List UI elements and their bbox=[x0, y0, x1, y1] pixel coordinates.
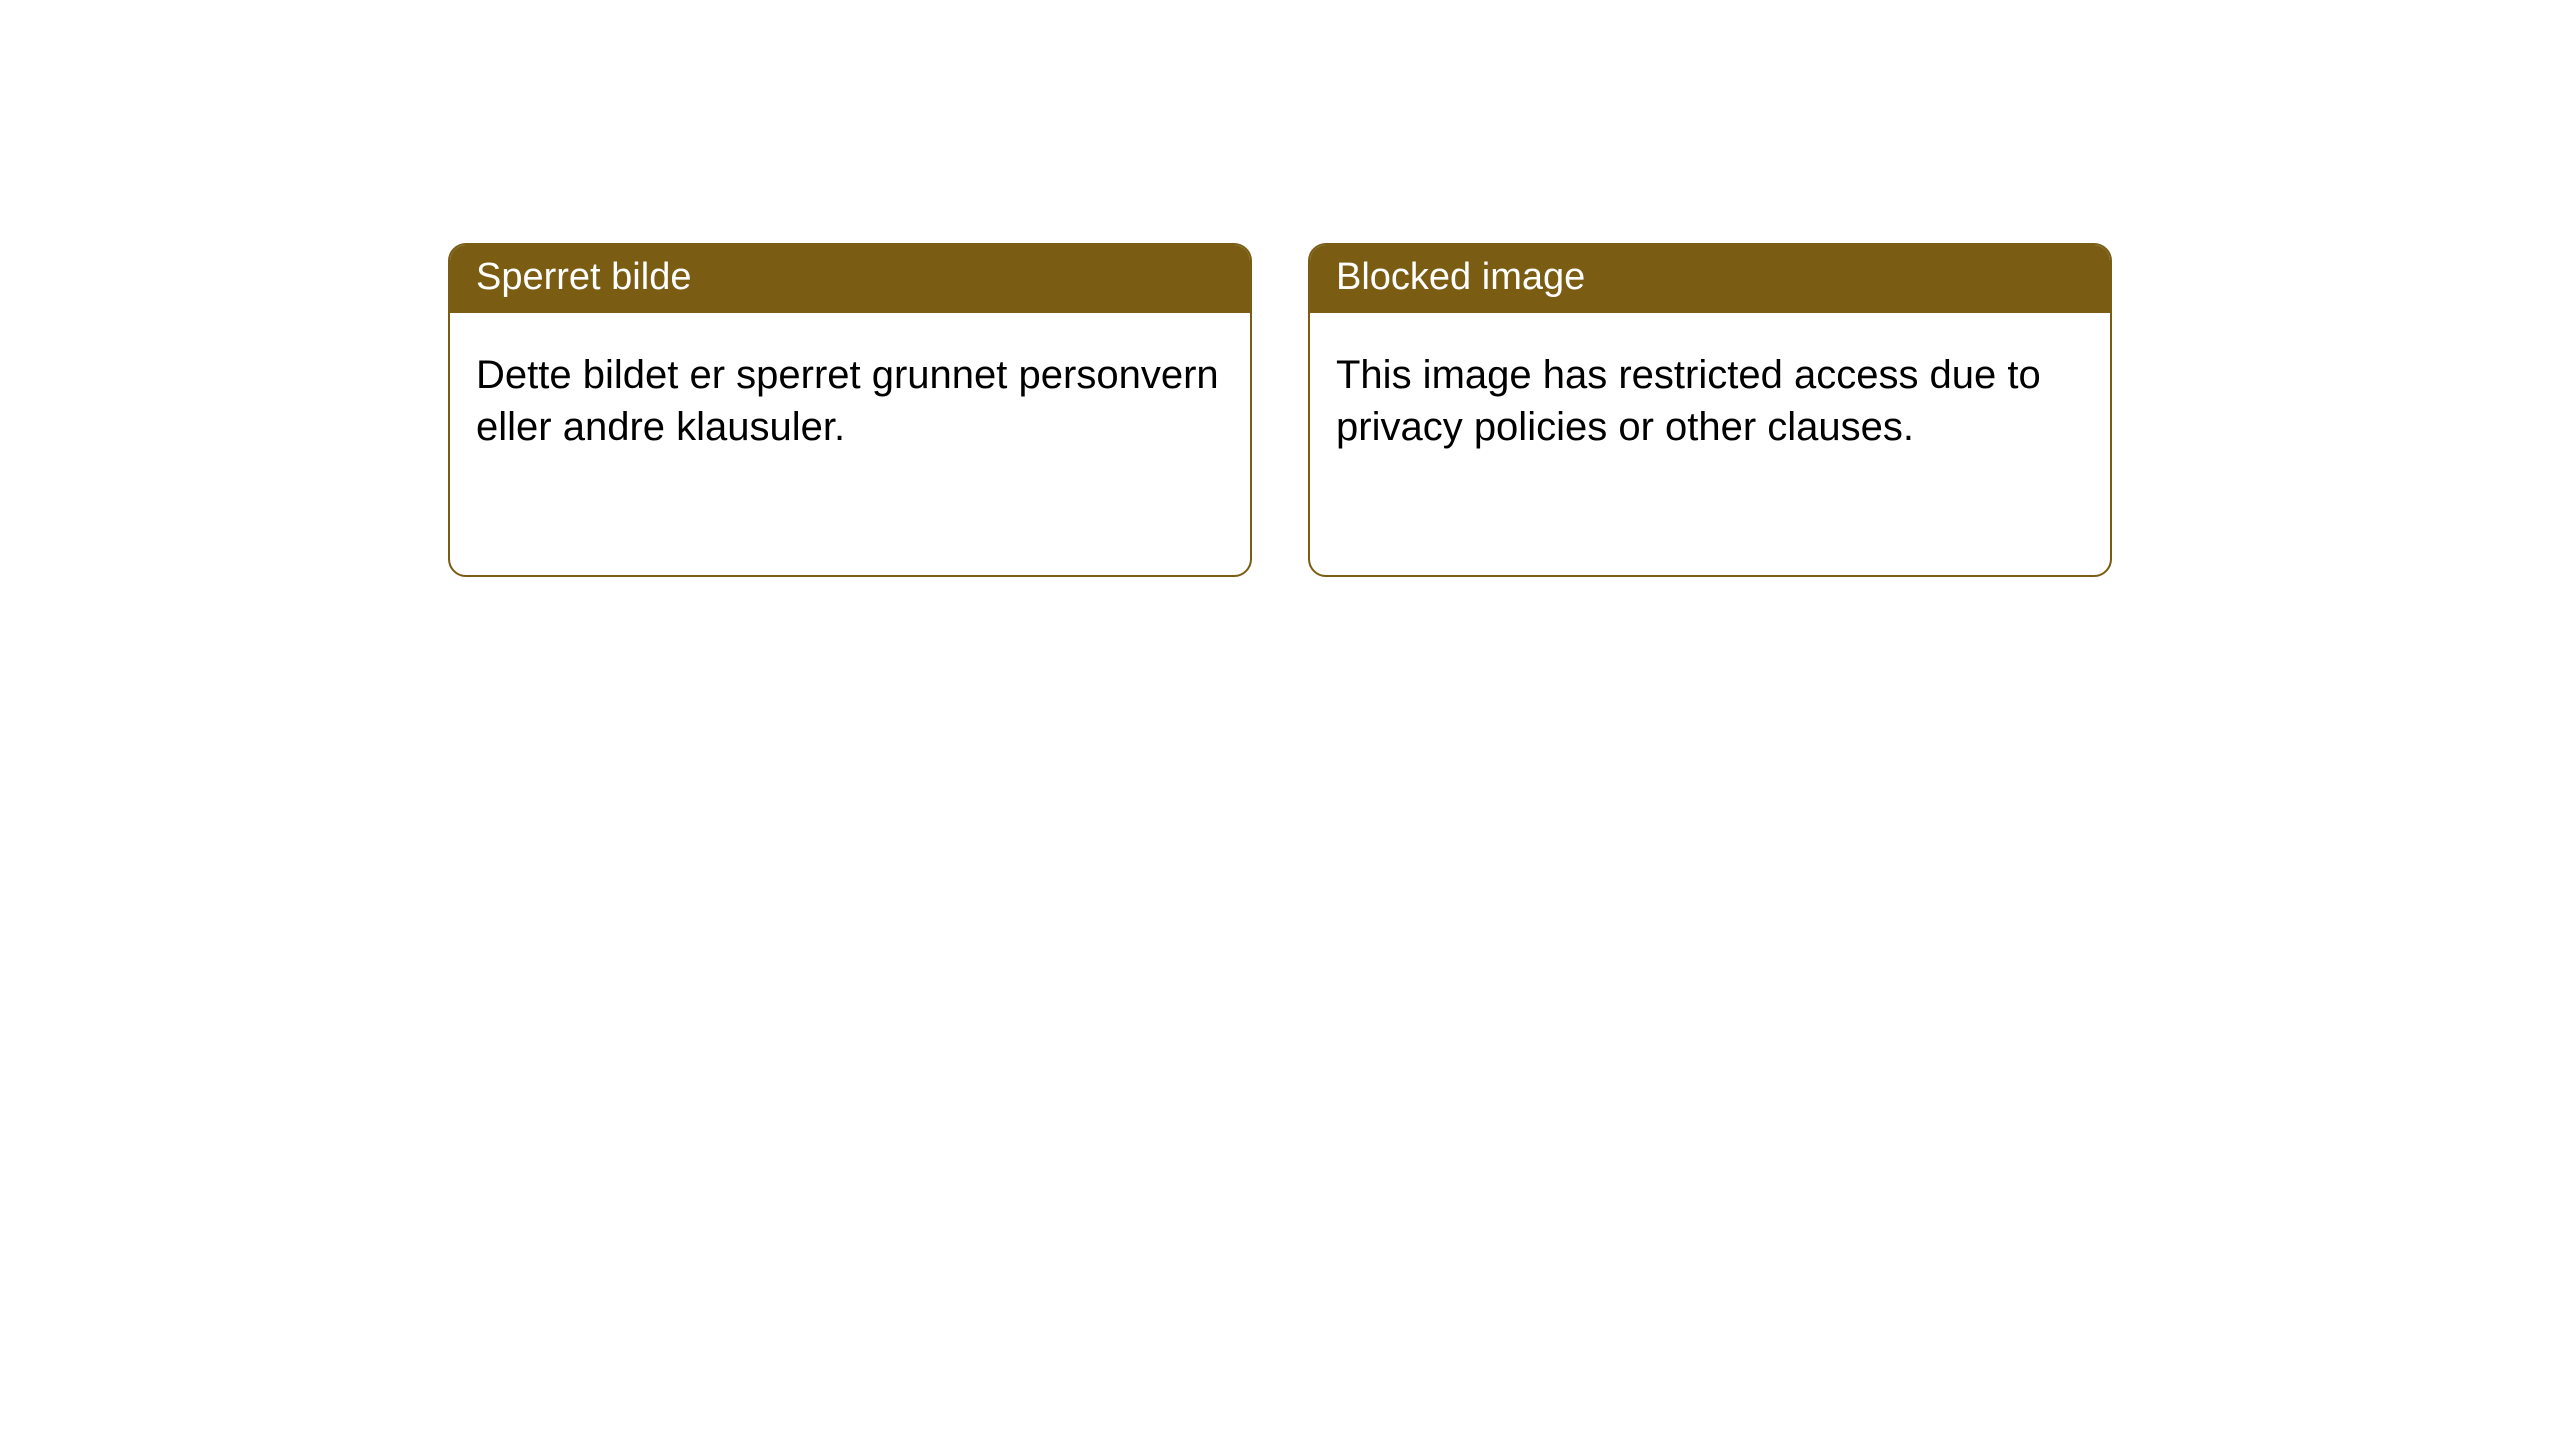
card-body-text-en: This image has restricted access due to … bbox=[1336, 353, 2041, 449]
blocked-image-card-no: Sperret bilde Dette bildet er sperret gr… bbox=[448, 243, 1252, 577]
card-header-no: Sperret bilde bbox=[450, 245, 1250, 313]
card-body-en: This image has restricted access due to … bbox=[1310, 313, 2110, 479]
card-header-en: Blocked image bbox=[1310, 245, 2110, 313]
card-body-text-no: Dette bildet er sperret grunnet personve… bbox=[476, 353, 1219, 449]
blocked-image-card-en: Blocked image This image has restricted … bbox=[1308, 243, 2112, 577]
card-title-en: Blocked image bbox=[1336, 256, 1585, 298]
card-title-no: Sperret bilde bbox=[476, 256, 691, 298]
card-body-no: Dette bildet er sperret grunnet personve… bbox=[450, 313, 1250, 479]
cards-container: Sperret bilde Dette bildet er sperret gr… bbox=[0, 0, 2560, 577]
